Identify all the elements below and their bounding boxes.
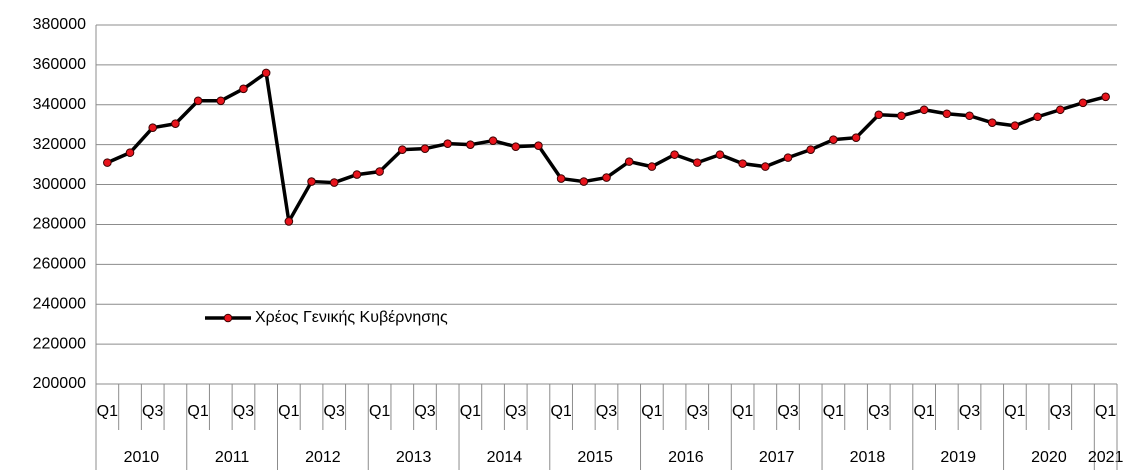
data-point — [284, 217, 294, 226]
data-point — [624, 157, 634, 166]
x-tick-label: Q1 — [550, 403, 571, 420]
x-tick-label: Q1 — [732, 403, 753, 420]
x-tick-label: Q3 — [505, 403, 526, 420]
data-point — [1078, 98, 1088, 108]
data-point — [375, 167, 384, 176]
data-point — [851, 133, 861, 142]
data-point — [1101, 92, 1110, 102]
data-point — [761, 162, 770, 171]
x-group-label: 2010 — [124, 449, 160, 466]
data-point — [919, 105, 929, 115]
data-point — [874, 110, 884, 120]
data-point — [783, 153, 793, 162]
data-point — [1055, 105, 1065, 115]
x-tick-label: Q1 — [641, 403, 662, 420]
x-group-label: 2013 — [396, 449, 432, 466]
data-point — [443, 139, 452, 148]
data-point — [579, 177, 589, 186]
x-tick-label: Q1 — [913, 403, 934, 420]
x-group-label: 2021 — [1088, 449, 1124, 466]
data-point — [556, 174, 566, 183]
data-point — [534, 141, 543, 150]
y-tick-label: 240000 — [33, 295, 86, 312]
data-point — [670, 150, 679, 159]
y-tick-label: 260000 — [33, 256, 86, 273]
data-point — [216, 96, 226, 106]
data-point — [692, 158, 702, 167]
x-tick-label: Q3 — [777, 403, 798, 420]
data-point — [307, 177, 316, 186]
data-point — [942, 109, 952, 119]
x-tick-label: Q1 — [187, 403, 208, 420]
data-point — [125, 148, 135, 157]
y-tick-label: 340000 — [33, 96, 86, 113]
data-point — [193, 96, 203, 106]
data-point — [148, 123, 158, 133]
x-group-label: 2011 — [215, 449, 250, 466]
data-point — [715, 150, 725, 159]
y-tick-label: 380000 — [33, 16, 86, 33]
data-point — [103, 158, 112, 167]
data-point — [1010, 121, 1020, 131]
data-point — [329, 178, 339, 187]
x-tick-label: Q3 — [868, 403, 889, 420]
y-tick-label: 320000 — [33, 136, 86, 153]
data-point — [171, 119, 180, 129]
x-tick-label: Q3 — [959, 403, 980, 420]
x-group-label: 2014 — [487, 449, 523, 466]
legend-marker — [223, 313, 233, 323]
data-point — [352, 170, 362, 179]
x-group-label: 2020 — [1031, 449, 1067, 466]
x-tick-label: Q3 — [233, 403, 254, 420]
x-tick-label: Q3 — [142, 403, 163, 420]
x-tick-label: Q3 — [1050, 403, 1071, 420]
data-point — [261, 68, 271, 78]
y-tick-label: 220000 — [33, 335, 86, 352]
x-group-label: 2015 — [577, 449, 613, 466]
data-point — [829, 135, 838, 144]
x-tick-label: Q1 — [97, 403, 118, 420]
x-tick-label: Q3 — [687, 403, 708, 420]
data-point — [965, 111, 974, 121]
data-point — [602, 173, 611, 182]
series-line — [106, 71, 1107, 224]
x-tick-label: Q3 — [414, 403, 435, 420]
x-tick-label: Q1 — [460, 403, 481, 420]
x-tick-label: Q1 — [1095, 403, 1116, 420]
y-tick-label: 300000 — [33, 176, 86, 193]
x-tick-label: Q1 — [278, 403, 299, 420]
x-tick-label: Q1 — [1004, 403, 1025, 420]
data-point — [420, 144, 430, 153]
data-point — [466, 140, 475, 149]
x-tick-label: Q3 — [324, 403, 345, 420]
x-group-label: 2016 — [668, 449, 704, 466]
y-tick-label: 360000 — [33, 56, 86, 73]
data-point — [806, 145, 816, 154]
y-tick-label: 280000 — [33, 216, 86, 233]
x-group-label: 2012 — [305, 449, 341, 466]
data-point — [1033, 112, 1042, 122]
data-point — [647, 162, 657, 171]
x-tick-label: Q3 — [596, 403, 617, 420]
y-tick-label: 200000 — [33, 375, 86, 392]
legend-label: Χρέος Γενικής Κυβέρνησης — [255, 309, 448, 326]
data-point — [239, 84, 248, 94]
x-tick-label: Q1 — [823, 403, 844, 420]
x-group-label: 2019 — [940, 449, 976, 466]
data-point — [488, 136, 498, 145]
data-point — [511, 142, 521, 151]
x-tick-label: Q1 — [369, 403, 390, 420]
x-group-label: 2018 — [850, 449, 886, 466]
data-point — [398, 145, 407, 154]
data-point — [738, 159, 747, 168]
data-point — [987, 118, 997, 128]
data-point — [897, 111, 906, 121]
x-group-label: 2017 — [759, 449, 795, 466]
